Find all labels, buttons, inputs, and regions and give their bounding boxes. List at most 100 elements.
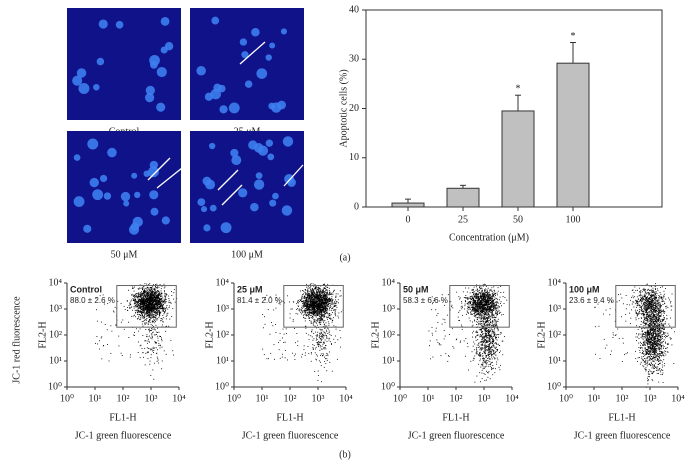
event-dot bbox=[311, 314, 313, 316]
event-dot bbox=[312, 306, 314, 308]
event-dot bbox=[140, 311, 142, 313]
event-dot bbox=[147, 310, 149, 312]
event-dot bbox=[443, 330, 445, 331]
event-dot bbox=[156, 294, 158, 296]
event-dot bbox=[488, 344, 490, 345]
event-dot bbox=[156, 318, 158, 320]
event-dot bbox=[340, 295, 342, 297]
event-dot bbox=[318, 316, 320, 318]
y-tick-label: 10¹ bbox=[216, 355, 229, 366]
event-dot bbox=[147, 286, 148, 288]
event-dot bbox=[139, 295, 140, 297]
event-dot bbox=[141, 323, 143, 325]
nucleus bbox=[160, 46, 168, 54]
event-dot bbox=[310, 301, 312, 303]
event-dot bbox=[485, 334, 487, 336]
event-dot bbox=[307, 294, 309, 296]
event-dot bbox=[295, 342, 296, 344]
event-dot bbox=[140, 315, 142, 316]
event-dot bbox=[477, 313, 479, 315]
event-dot bbox=[311, 298, 313, 300]
event-dot bbox=[329, 315, 330, 316]
event-dot bbox=[459, 310, 461, 312]
event-dot bbox=[146, 347, 148, 349]
event-dot bbox=[489, 378, 491, 380]
event-dot bbox=[314, 311, 316, 313]
event-dot bbox=[321, 336, 323, 338]
event-dot bbox=[489, 329, 491, 331]
event-dot bbox=[333, 309, 334, 311]
event-dot bbox=[137, 293, 139, 295]
event-dot bbox=[492, 314, 494, 316]
event-dot bbox=[498, 305, 500, 307]
x-tick-label: 10¹ bbox=[256, 393, 269, 404]
event-dot bbox=[141, 348, 143, 350]
event-dot bbox=[304, 312, 306, 314]
event-dot bbox=[304, 305, 306, 307]
event-dot bbox=[152, 294, 154, 296]
event-dot bbox=[478, 354, 480, 356]
event-dot bbox=[158, 302, 160, 304]
event-dot bbox=[149, 311, 151, 313]
event-dot bbox=[314, 307, 316, 308]
event-dot bbox=[316, 289, 318, 291]
event-dot bbox=[485, 328, 487, 330]
event-dot bbox=[312, 283, 314, 285]
event-dot bbox=[481, 309, 483, 311]
event-dot bbox=[138, 311, 140, 313]
event-dot bbox=[160, 293, 162, 295]
event-dot bbox=[324, 312, 326, 314]
event-dot bbox=[159, 315, 160, 317]
event-dot bbox=[148, 305, 150, 307]
event-dot bbox=[307, 301, 309, 303]
event-dot bbox=[146, 315, 148, 317]
event-dot bbox=[467, 298, 469, 300]
event-dot bbox=[135, 310, 137, 312]
event-dot bbox=[134, 305, 136, 307]
event-dot bbox=[144, 316, 146, 318]
event-dot bbox=[142, 311, 144, 313]
event-dot bbox=[492, 297, 493, 299]
event-dot bbox=[158, 344, 160, 346]
event-dot bbox=[495, 322, 497, 324]
event-dot bbox=[157, 340, 159, 342]
event-dot bbox=[450, 301, 452, 303]
event-dot bbox=[478, 323, 480, 325]
event-dot bbox=[300, 310, 302, 312]
event-dot bbox=[468, 317, 470, 319]
event-dot bbox=[124, 309, 126, 310]
event-dot bbox=[322, 329, 324, 331]
event-dot bbox=[327, 301, 329, 303]
event-dot bbox=[322, 289, 323, 291]
event-dot bbox=[140, 344, 142, 346]
nucleus bbox=[280, 28, 287, 35]
event-dot bbox=[491, 297, 493, 299]
event-dot bbox=[153, 362, 155, 364]
event-dot bbox=[159, 305, 161, 307]
event-dot bbox=[123, 306, 125, 307]
event-dot bbox=[479, 305, 481, 307]
event-dot bbox=[166, 294, 168, 296]
event-dot bbox=[325, 299, 327, 301]
event-dot bbox=[327, 304, 329, 306]
event-dot bbox=[495, 312, 497, 314]
event-dot bbox=[500, 301, 502, 303]
event-dot bbox=[482, 337, 484, 339]
event-dot bbox=[148, 318, 150, 320]
event-dot bbox=[145, 310, 147, 312]
event-dot bbox=[134, 295, 136, 297]
event-dot bbox=[307, 309, 309, 311]
event-dot bbox=[154, 341, 156, 342]
event-dot bbox=[165, 315, 167, 317]
event-dot bbox=[497, 313, 499, 315]
event-dot bbox=[484, 284, 486, 286]
event-dot bbox=[135, 300, 137, 302]
event-dot bbox=[486, 321, 488, 322]
event-dot bbox=[157, 290, 159, 292]
event-dot bbox=[326, 299, 328, 301]
event-dot bbox=[150, 305, 152, 307]
event-dot bbox=[154, 347, 155, 349]
x-tick-label: 10² bbox=[117, 393, 130, 404]
event-dot bbox=[489, 291, 491, 293]
event-dot bbox=[481, 347, 483, 349]
